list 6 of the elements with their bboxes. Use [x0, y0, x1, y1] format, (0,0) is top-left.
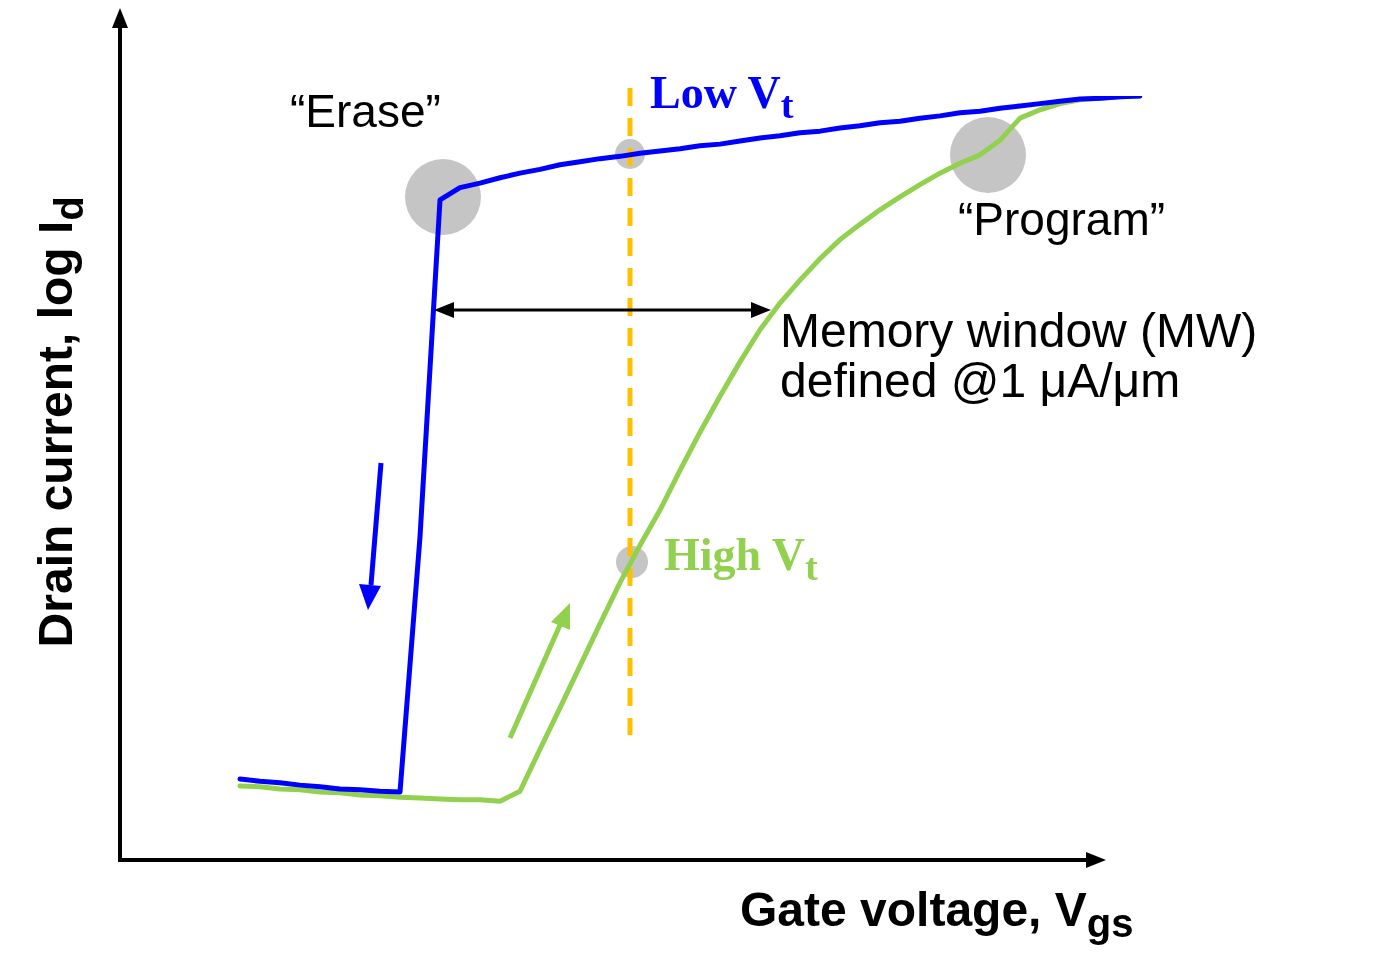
annotation: Memory window (MW) defined @1 μA/μm	[780, 304, 1259, 408]
annotation: “Erase”	[290, 84, 441, 138]
x-axis-title: Gate voltage, V$_{gs}$	[740, 882, 1134, 946]
annotation: High V$_{t}$	[664, 528, 818, 590]
annotation: Low V$_{t}$	[650, 66, 794, 128]
annotation: “Program”	[958, 192, 1166, 246]
